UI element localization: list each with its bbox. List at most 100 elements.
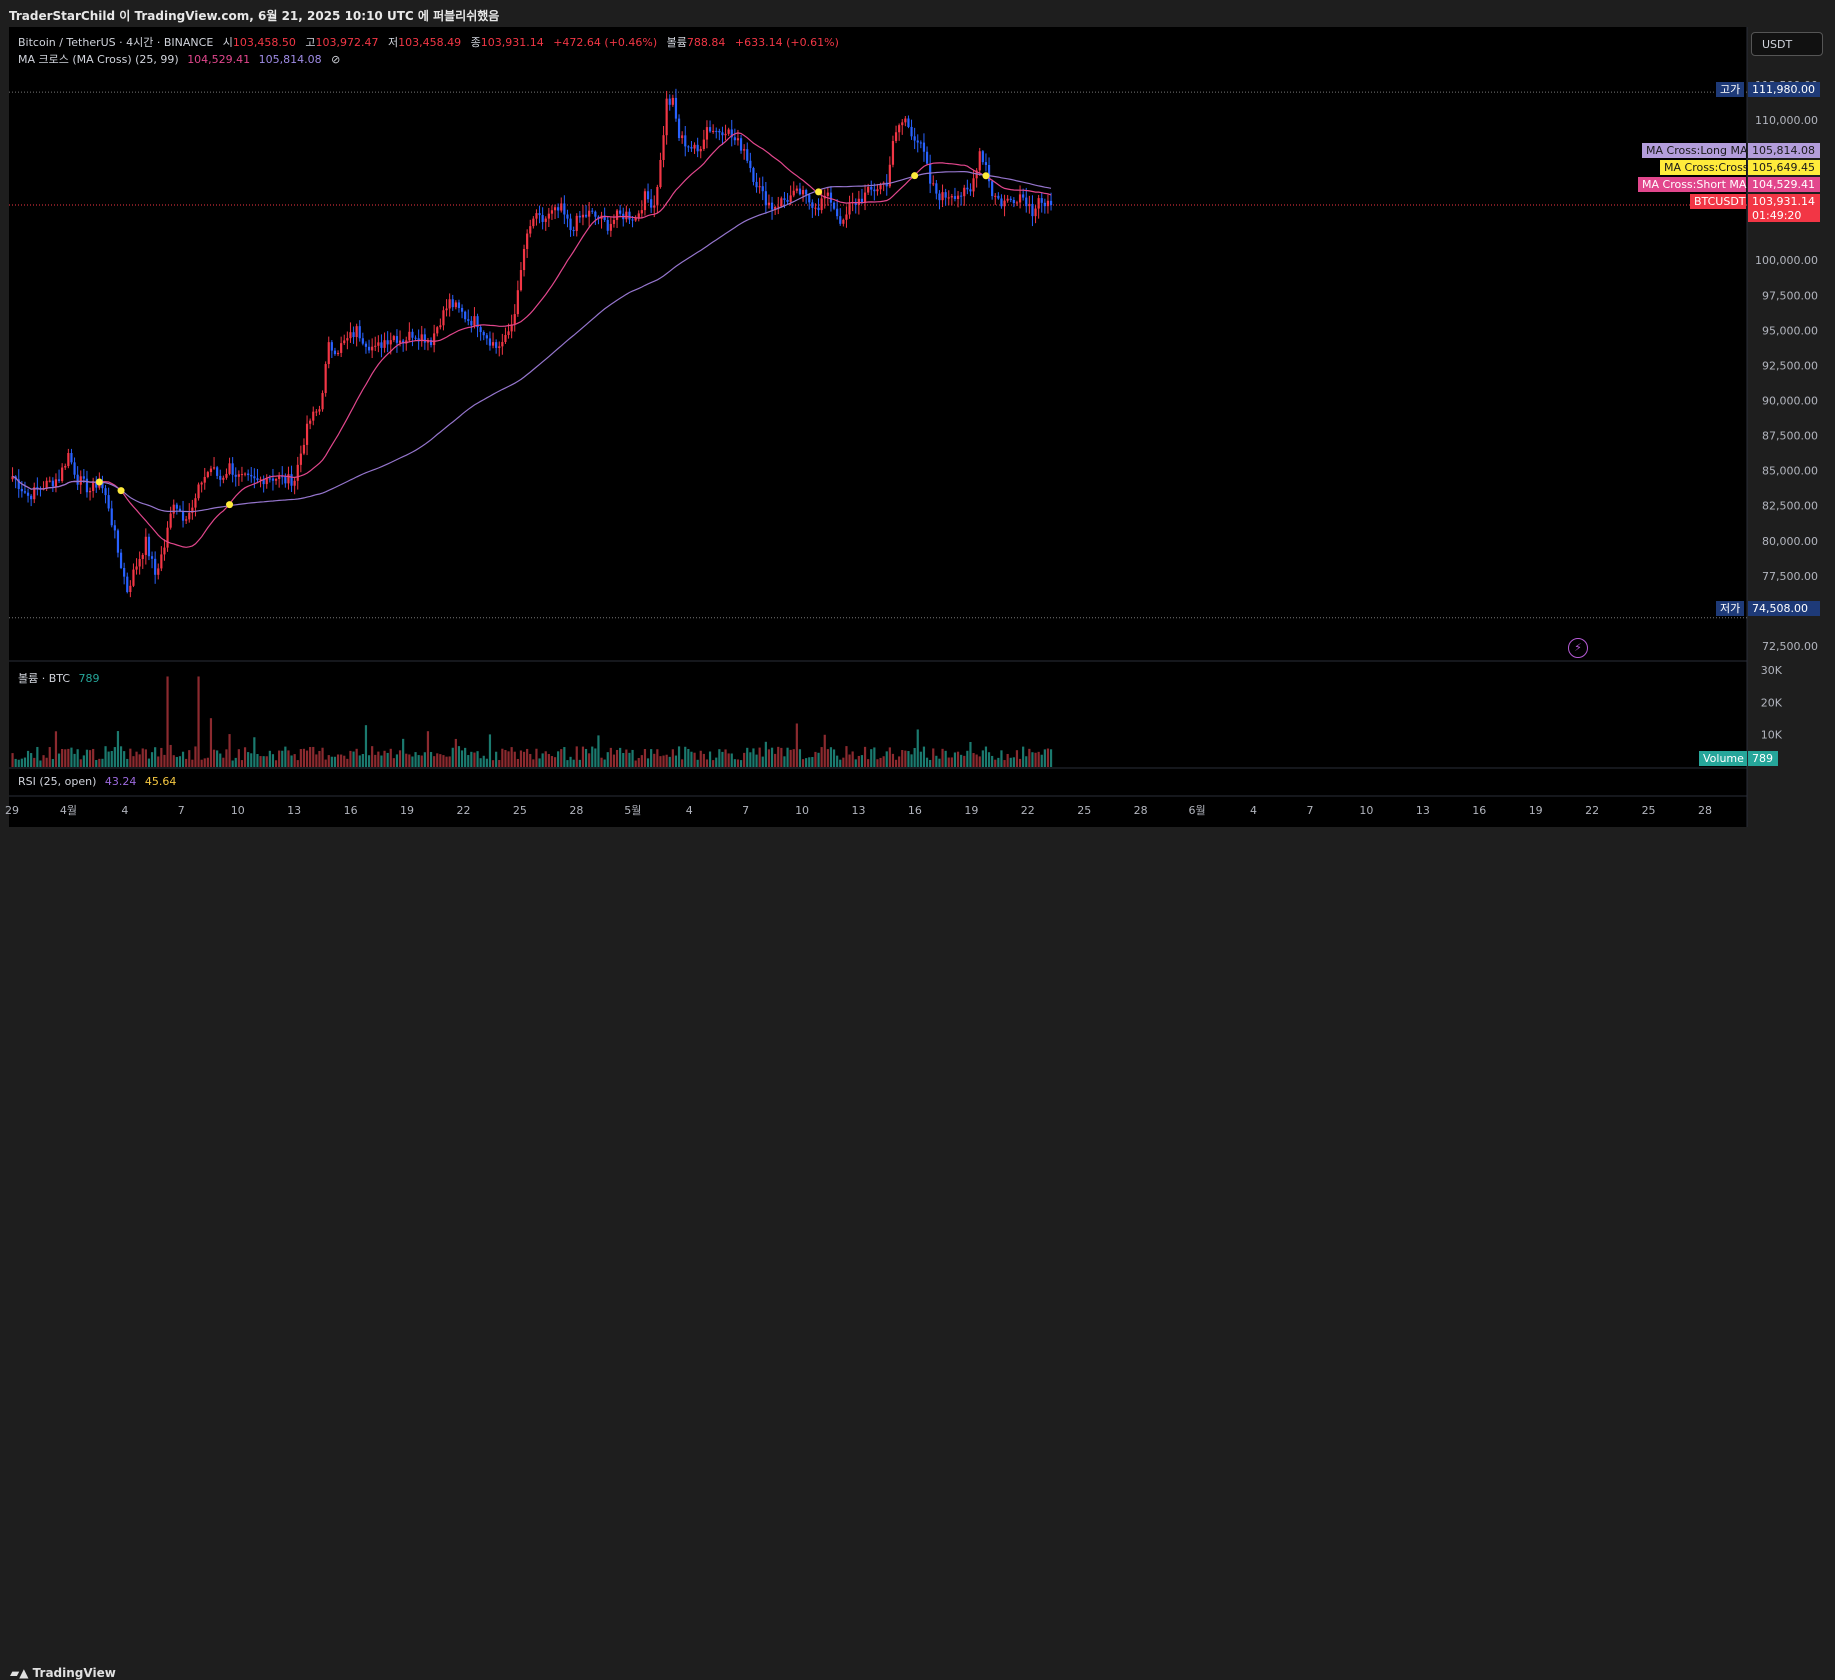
currency-button[interactable]: USDT bbox=[1751, 32, 1823, 56]
candle-body bbox=[92, 481, 95, 491]
ma-legend[interactable]: MA 크로스 (MA Cross) (25, 99) 104,529.41 10… bbox=[18, 51, 340, 67]
volume-bar bbox=[411, 756, 414, 767]
candle-body bbox=[11, 476, 14, 480]
volume-bar bbox=[696, 759, 699, 767]
time-tick-label: 19 bbox=[400, 804, 414, 817]
hide-icon[interactable]: ⊘ bbox=[331, 53, 341, 66]
volume-bar bbox=[349, 750, 352, 767]
candle-body bbox=[358, 326, 361, 339]
volume-bar bbox=[423, 752, 426, 767]
volume-bar bbox=[1031, 752, 1034, 767]
candle-body bbox=[262, 479, 265, 485]
ma-short-layer bbox=[12, 132, 1052, 548]
candle-body bbox=[200, 482, 203, 485]
candle-body bbox=[138, 559, 141, 567]
volume-bar bbox=[445, 756, 448, 767]
candle-body bbox=[228, 463, 231, 474]
candle-body bbox=[637, 213, 640, 218]
volume-bar bbox=[646, 758, 650, 767]
candle-body bbox=[104, 488, 107, 496]
volume-bar bbox=[876, 759, 879, 767]
lightning-icon[interactable]: ⚡ bbox=[1568, 638, 1588, 658]
volume-bar bbox=[175, 756, 178, 767]
volume-bar bbox=[1025, 756, 1028, 767]
volume-bar bbox=[898, 756, 901, 767]
candle-body bbox=[696, 144, 699, 152]
volume-bar bbox=[1040, 754, 1043, 767]
volume-bar bbox=[786, 747, 789, 767]
volume-bar bbox=[30, 753, 33, 767]
volume-bar bbox=[312, 746, 315, 767]
symbol-legend[interactable]: Bitcoin / TetherUS · 4시간 · BINANCE 시103,… bbox=[18, 34, 839, 50]
lo-value: 74,508.00 bbox=[1748, 601, 1820, 616]
candle-body bbox=[1003, 200, 1006, 207]
candle-body bbox=[628, 211, 631, 220]
volume-bar bbox=[129, 748, 132, 767]
volume-bar bbox=[1022, 746, 1025, 767]
candle-body bbox=[916, 140, 919, 143]
volume-bar bbox=[925, 757, 929, 767]
tradingview-logo: ▰▲ TradingView bbox=[10, 1666, 116, 1680]
candle-body bbox=[45, 480, 48, 489]
time-tick-label: 7 bbox=[178, 804, 185, 817]
volume-bar bbox=[708, 751, 712, 767]
time-axis[interactable]: 29 4월 4 7 10 13 16 19 22 25 28 5월 4 7 10 13 16 19 22 25 28 6월… bbox=[5, 804, 1712, 817]
candle-body bbox=[1015, 202, 1019, 204]
time-tick-label: 4 bbox=[121, 804, 128, 817]
volume-bar bbox=[361, 753, 364, 767]
volume-bar bbox=[994, 759, 997, 767]
volume-bar bbox=[823, 734, 826, 767]
candle-body bbox=[1018, 194, 1022, 203]
volume-bar bbox=[873, 747, 876, 767]
volume-bar bbox=[529, 753, 532, 767]
candle-body bbox=[783, 198, 786, 200]
volume-bar bbox=[832, 749, 836, 767]
candle-body bbox=[826, 192, 829, 196]
candle-body bbox=[805, 190, 808, 195]
volume-legend[interactable]: 볼륨 · BTC 789 bbox=[18, 670, 100, 686]
candle-body bbox=[36, 487, 39, 489]
volume-bar bbox=[101, 758, 104, 767]
candle-body bbox=[473, 316, 476, 326]
candle-body bbox=[544, 218, 547, 222]
volume-bar bbox=[690, 751, 693, 767]
volume-bar bbox=[699, 750, 702, 767]
candle-body bbox=[1009, 198, 1012, 200]
candle-body bbox=[953, 196, 957, 199]
chart-canvas[interactable]: 72,500.0075,000.0077,500.0080,000.0082,5… bbox=[0, 0, 1835, 864]
volume-bar bbox=[634, 760, 637, 767]
volume-bar bbox=[178, 756, 182, 767]
volume-bar bbox=[764, 741, 767, 767]
candle-body bbox=[160, 554, 163, 569]
volume-bar bbox=[256, 754, 259, 767]
volume-bar bbox=[191, 759, 194, 767]
volume-bar bbox=[566, 760, 569, 767]
short-ma-name: MA Cross:Short MA bbox=[1638, 177, 1746, 192]
rsi-legend[interactable]: RSI (25, open) 43.24 45.64 bbox=[18, 775, 176, 788]
candle-body bbox=[653, 205, 656, 208]
volume-bar bbox=[739, 760, 743, 767]
volume-bar bbox=[95, 760, 98, 767]
volume-bar bbox=[953, 752, 957, 767]
candle-body bbox=[764, 191, 767, 206]
candle-body bbox=[429, 339, 433, 346]
candle-body bbox=[522, 248, 526, 271]
candle-body bbox=[417, 338, 420, 342]
volume-bar bbox=[619, 747, 622, 767]
volume-bar bbox=[879, 757, 882, 767]
volume-bar bbox=[85, 749, 89, 767]
candle-body bbox=[343, 340, 346, 344]
candle-body bbox=[547, 213, 550, 219]
candle-body bbox=[194, 498, 197, 508]
volume-bar bbox=[293, 754, 296, 767]
candle-body bbox=[445, 308, 448, 311]
time-tick-label: 22 bbox=[456, 804, 470, 817]
volume-bar bbox=[26, 750, 30, 767]
candle-body bbox=[30, 495, 33, 500]
volume-bar bbox=[944, 750, 947, 767]
candle-body bbox=[181, 510, 185, 521]
candle-body bbox=[811, 202, 814, 208]
time-tick-label: 7 bbox=[742, 804, 749, 817]
candle-body bbox=[789, 195, 792, 202]
volume-bar bbox=[789, 749, 792, 767]
